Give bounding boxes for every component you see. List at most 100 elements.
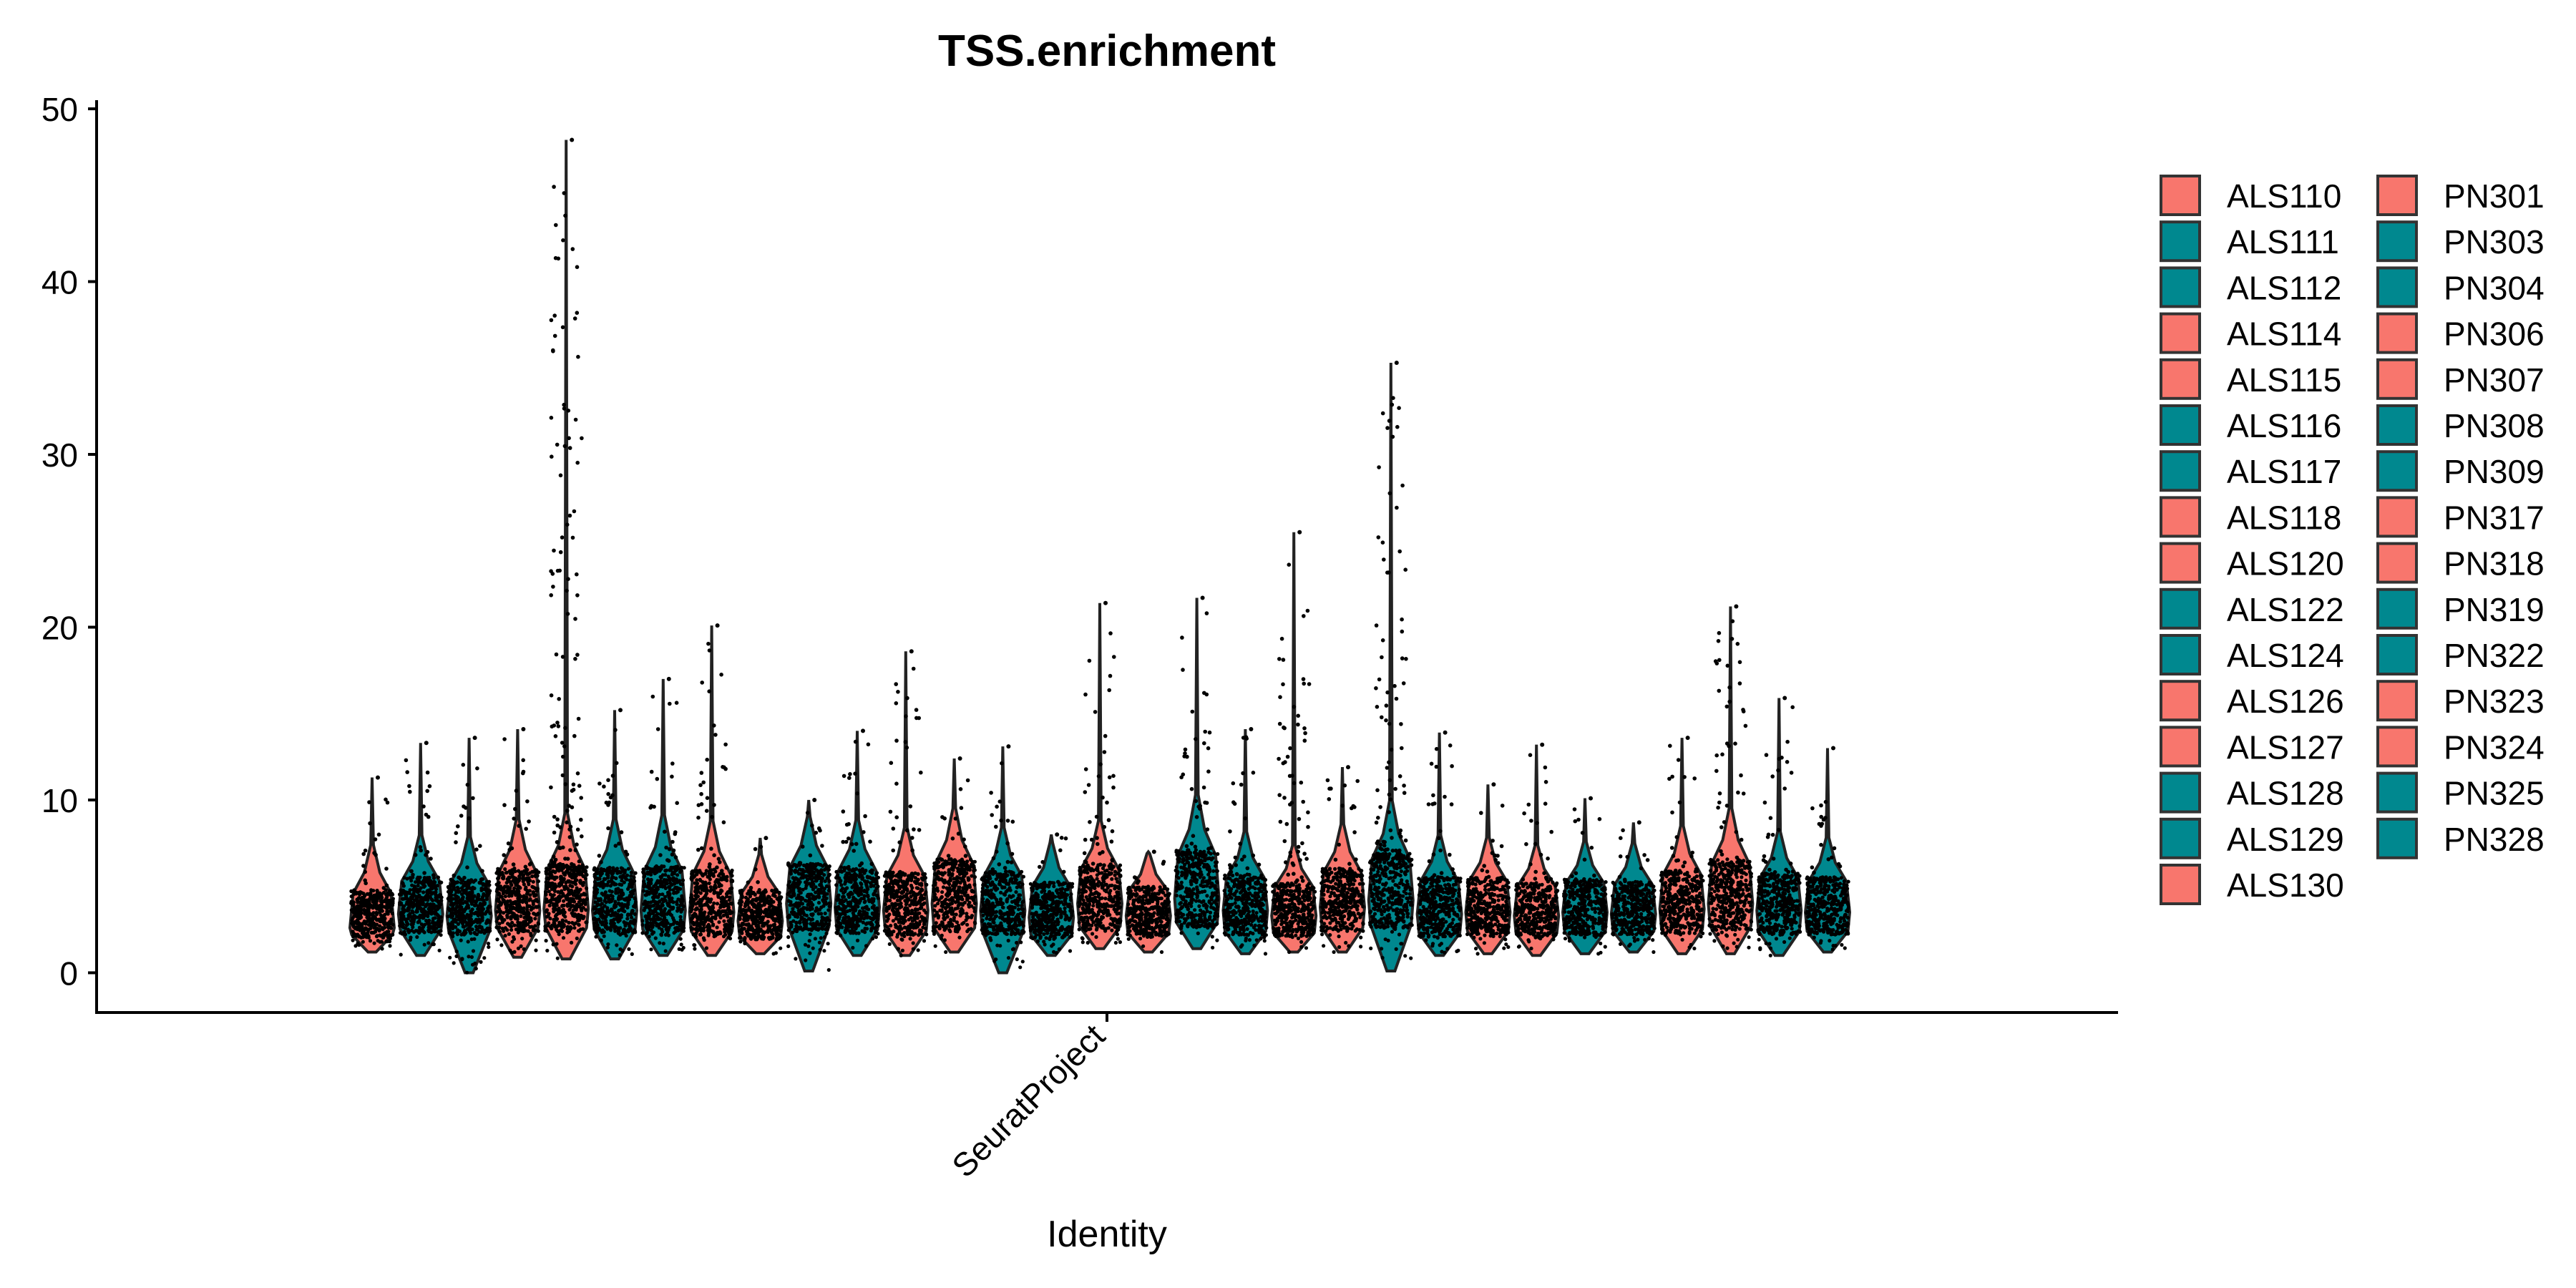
- data-point-outlier: [475, 766, 479, 771]
- data-point-outlier: [384, 867, 389, 871]
- data-point-outlier: [511, 862, 516, 867]
- data-point: [426, 898, 430, 902]
- data-point: [398, 931, 403, 935]
- data-point-outlier: [667, 847, 672, 852]
- data-point: [871, 937, 875, 941]
- data-point-max: [472, 736, 477, 741]
- data-point: [841, 894, 846, 899]
- data-point: [605, 927, 610, 931]
- data-point: [715, 902, 720, 906]
- data-point-outlier: [558, 473, 563, 478]
- data-point: [487, 904, 492, 909]
- data-point-outlier: [549, 785, 553, 790]
- data-point: [497, 925, 502, 930]
- data-point: [474, 924, 479, 929]
- data-point: [554, 897, 558, 901]
- data-point: [552, 902, 556, 906]
- data-point-max: [715, 623, 720, 628]
- data-point: [612, 904, 617, 909]
- data-point: [743, 895, 748, 899]
- data-point: [555, 917, 560, 921]
- data-point: [381, 899, 386, 904]
- data-point: [433, 880, 437, 884]
- data-point: [615, 943, 619, 947]
- data-point: [747, 914, 751, 919]
- data-point-outlier: [758, 844, 763, 849]
- data-point: [422, 876, 427, 880]
- data-point: [520, 899, 525, 904]
- data-point: [467, 955, 471, 959]
- data-point: [689, 927, 694, 932]
- data-point: [603, 877, 608, 882]
- data-point: [515, 917, 519, 921]
- data-point: [647, 886, 651, 890]
- data-point: [516, 891, 520, 895]
- data-point: [397, 892, 402, 897]
- data-point: [885, 905, 889, 909]
- data-point: [729, 879, 733, 883]
- data-point: [577, 904, 581, 908]
- data-point-outlier: [614, 761, 619, 766]
- data-point: [786, 862, 791, 867]
- data-point: [391, 892, 395, 897]
- data-point: [854, 867, 859, 871]
- data-point: [817, 922, 821, 927]
- data-point: [865, 907, 869, 911]
- data-point-outlier: [567, 513, 572, 518]
- data-point-outlier: [721, 765, 725, 769]
- data-point: [647, 906, 652, 910]
- data-point: [503, 867, 507, 872]
- data-point: [822, 935, 827, 940]
- data-point-outlier: [552, 814, 557, 819]
- data-point: [557, 910, 561, 914]
- data-point: [435, 898, 439, 902]
- data-point-outlier: [910, 848, 914, 853]
- data-point: [417, 931, 421, 935]
- data-point-outlier: [562, 444, 567, 449]
- data-point-outlier: [575, 265, 580, 270]
- data-point: [799, 891, 803, 895]
- data-point: [626, 867, 630, 871]
- data-point: [801, 920, 806, 924]
- data-point: [620, 949, 625, 953]
- data-point: [625, 917, 630, 921]
- data-point: [421, 916, 425, 920]
- data-point: [596, 882, 601, 886]
- data-point: [374, 910, 379, 915]
- data-point: [604, 900, 608, 904]
- data-point: [715, 912, 719, 917]
- data-point: [870, 900, 874, 904]
- data-point: [606, 942, 610, 947]
- data-point: [509, 894, 514, 898]
- data-point: [820, 886, 824, 890]
- data-point-outlier: [463, 880, 467, 885]
- data-point: [449, 888, 453, 892]
- data-point: [610, 919, 615, 923]
- data-point-outlier: [709, 847, 713, 851]
- data-point-outlier: [552, 723, 557, 728]
- data-point: [562, 877, 566, 882]
- data-point: [823, 918, 827, 922]
- data-point: [712, 935, 716, 939]
- data-point: [527, 882, 531, 887]
- data-point-outlier: [566, 577, 570, 581]
- data-point: [446, 914, 450, 919]
- points-ALS115: [543, 137, 589, 960]
- data-point: [568, 884, 572, 888]
- data-point-outlier: [707, 689, 711, 693]
- data-point: [416, 878, 421, 882]
- data-point: [522, 919, 526, 924]
- data-point: [678, 867, 683, 871]
- data-point: [514, 914, 518, 918]
- data-point: [770, 889, 774, 893]
- data-point-outlier: [467, 816, 472, 821]
- data-point-outlier: [719, 673, 723, 677]
- data-point: [412, 884, 416, 889]
- data-point: [373, 924, 377, 928]
- data-point: [470, 927, 474, 932]
- data-point: [597, 907, 601, 912]
- data-point: [857, 874, 862, 878]
- data-point: [746, 902, 750, 907]
- data-point: [467, 917, 472, 922]
- data-point: [804, 927, 809, 931]
